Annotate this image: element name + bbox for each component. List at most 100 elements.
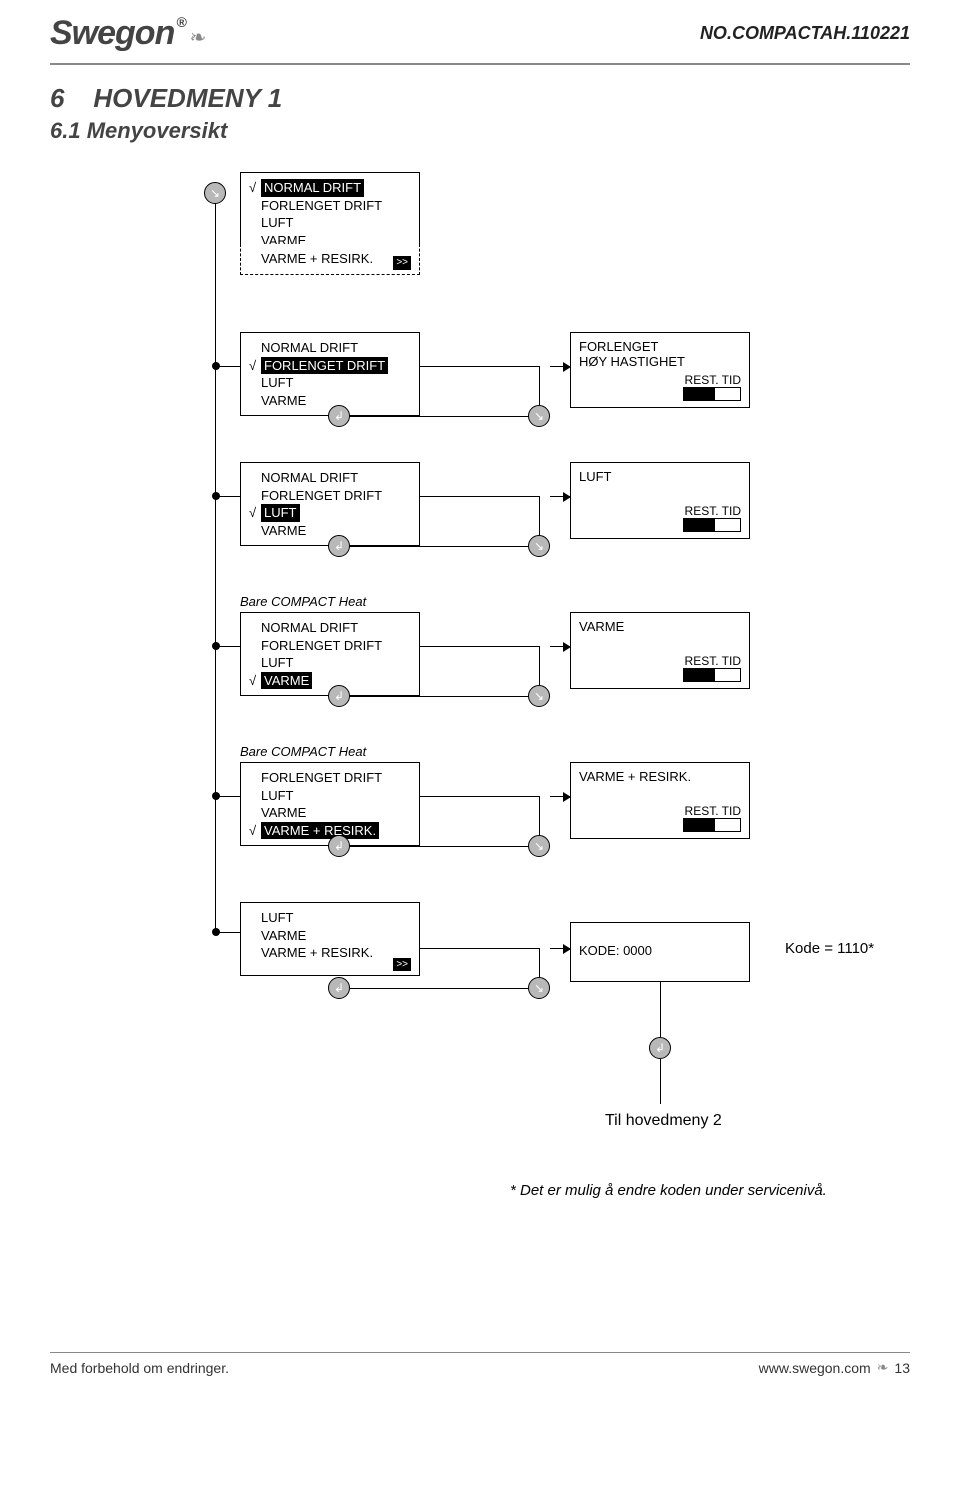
menu-box-1-extra: VARME + RESIRK. >> <box>240 244 420 275</box>
arrow <box>550 366 570 367</box>
connector <box>660 1059 661 1104</box>
rest-tid-label: REST. TID <box>685 804 741 818</box>
menu-item-selected: NORMAL DRIFT <box>261 179 364 197</box>
menu-item: LUFT <box>261 910 294 925</box>
progress-bar <box>683 668 741 682</box>
section-heading: 6 HOVEDMENY 1 <box>50 83 910 114</box>
down-arrow-icon: ↘ <box>204 182 226 204</box>
menu-item: VARME <box>261 928 306 943</box>
menu-item: FORLENGET DRIFT <box>261 770 382 785</box>
connector <box>539 796 540 836</box>
kode-annotation: Kode = 1110* <box>785 940 874 957</box>
down-arrow-icon: ↘ <box>528 535 550 557</box>
leaf-icon: ❧ <box>190 27 207 49</box>
caption-bare-compact: Bare COMPACT Heat <box>240 594 366 609</box>
document-id: NO.COMPACTAH.110221 <box>700 23 910 44</box>
registered-mark: ® <box>176 14 185 30</box>
connector <box>215 932 240 933</box>
status-box-luft: LUFT REST. TID <box>570 462 750 539</box>
til-hovedmeny-label: Til hovedmeny 2 <box>605 1112 722 1130</box>
page-footer: Med forbehold om endringer. www.swegon.c… <box>50 1352 910 1376</box>
menu-item-selected: VARME + RESIRK. <box>261 822 379 840</box>
menu-item: NORMAL DRIFT <box>261 470 358 485</box>
menu-item: NORMAL DRIFT <box>261 620 358 635</box>
scroll-down-icon: >> <box>393 958 411 972</box>
section-title: HOVEDMENY 1 <box>93 83 282 113</box>
menu-item: FORLENGET DRIFT <box>261 638 382 653</box>
menu-item-selected: FORLENGET DRIFT <box>261 357 388 375</box>
page-header: Swegon® ❧ NO.COMPACTAH.110221 <box>50 0 910 65</box>
arrow <box>550 796 570 797</box>
menu-item: VARME <box>261 393 306 408</box>
connector <box>539 496 540 536</box>
menu-item: VARME <box>261 523 306 538</box>
brand-logo: Swegon® ❧ <box>50 14 206 53</box>
down-arrow-icon: ↘ <box>528 835 550 857</box>
status-line: VARME <box>579 619 741 634</box>
connector <box>539 948 540 978</box>
footer-disclaimer: Med forbehold om endringer. <box>50 1360 229 1376</box>
connector <box>350 988 528 989</box>
menu-item-selected: LUFT <box>261 504 300 522</box>
footer-url: www.swegon.com <box>759 1360 871 1376</box>
status-line: HØY HASTIGHET <box>579 354 741 369</box>
progress-bar <box>683 818 741 832</box>
subsection-heading: 6.1 Menyoversikt <box>50 118 910 144</box>
menu-box-3: NORMAL DRIFT FORLENGET DRIFT √LUFT VARME <box>240 462 420 546</box>
enter-icon: ↲ <box>328 685 350 707</box>
menu-item: LUFT <box>261 375 294 390</box>
kode-line: KODE: 0000 <box>579 943 741 958</box>
down-arrow-icon: ↘ <box>528 685 550 707</box>
section-number: 6 <box>50 83 64 113</box>
rest-tid-label: REST. TID <box>685 504 741 518</box>
status-line: LUFT <box>579 469 741 484</box>
leaf-icon: ❧ <box>877 1359 889 1376</box>
menu-item: LUFT <box>261 788 294 803</box>
arrow <box>550 496 570 497</box>
connector <box>350 696 528 697</box>
enter-icon: ↲ <box>328 405 350 427</box>
brand-text: Swegon <box>50 14 174 52</box>
page-number: 13 <box>894 1360 910 1376</box>
connector <box>539 646 540 686</box>
menu-item: VARME + RESIRK. <box>261 945 373 960</box>
connector <box>420 948 540 949</box>
connector <box>350 546 528 547</box>
connector <box>420 496 540 497</box>
connector <box>215 496 240 497</box>
menu-box-6: LUFT VARME VARME + RESIRK. >> <box>240 902 420 976</box>
menu-item-selected: VARME <box>261 672 312 690</box>
scroll-down-icon: >> <box>393 256 411 270</box>
rest-tid-label: REST. TID <box>685 373 741 387</box>
status-box-forlenget: FORLENGET HØY HASTIGHET REST. TID <box>570 332 750 408</box>
enter-icon: ↲ <box>649 1037 671 1059</box>
status-box-kode: KODE: 0000 <box>570 922 750 982</box>
connector <box>420 796 540 797</box>
progress-bar <box>683 518 741 532</box>
connector <box>215 366 240 367</box>
menu-box-2: NORMAL DRIFT √FORLENGET DRIFT LUFT VARME <box>240 332 420 416</box>
status-line: VARME + RESIRK. <box>579 769 741 784</box>
menu-item: VARME <box>261 805 306 820</box>
status-box-varme-resirk: VARME + RESIRK. REST. TID <box>570 762 750 839</box>
enter-icon: ↲ <box>328 535 350 557</box>
connector <box>420 646 540 647</box>
status-box-varme: VARME REST. TID <box>570 612 750 689</box>
connector <box>350 846 528 847</box>
menu-item: LUFT <box>261 215 294 230</box>
footnote: * Det er mulig å endre koden under servi… <box>510 1182 827 1199</box>
menu-box-4: NORMAL DRIFT FORLENGET DRIFT LUFT √VARME <box>240 612 420 696</box>
down-arrow-icon: ↘ <box>528 405 550 427</box>
flow-diagram: ↘ √NORMAL DRIFT FORLENGET DRIFT LUFT VAR… <box>50 162 910 1342</box>
menu-item: LUFT <box>261 655 294 670</box>
connector <box>215 796 240 797</box>
connector <box>660 982 661 1037</box>
status-line: FORLENGET <box>579 339 741 354</box>
arrow <box>550 948 570 949</box>
spine-line <box>215 192 216 932</box>
connector <box>350 416 530 417</box>
rest-tid-label: REST. TID <box>685 654 741 668</box>
menu-item: VARME + RESIRK. <box>261 251 373 266</box>
menu-item: FORLENGET DRIFT <box>261 488 382 503</box>
menu-item: FORLENGET DRIFT <box>261 198 382 213</box>
